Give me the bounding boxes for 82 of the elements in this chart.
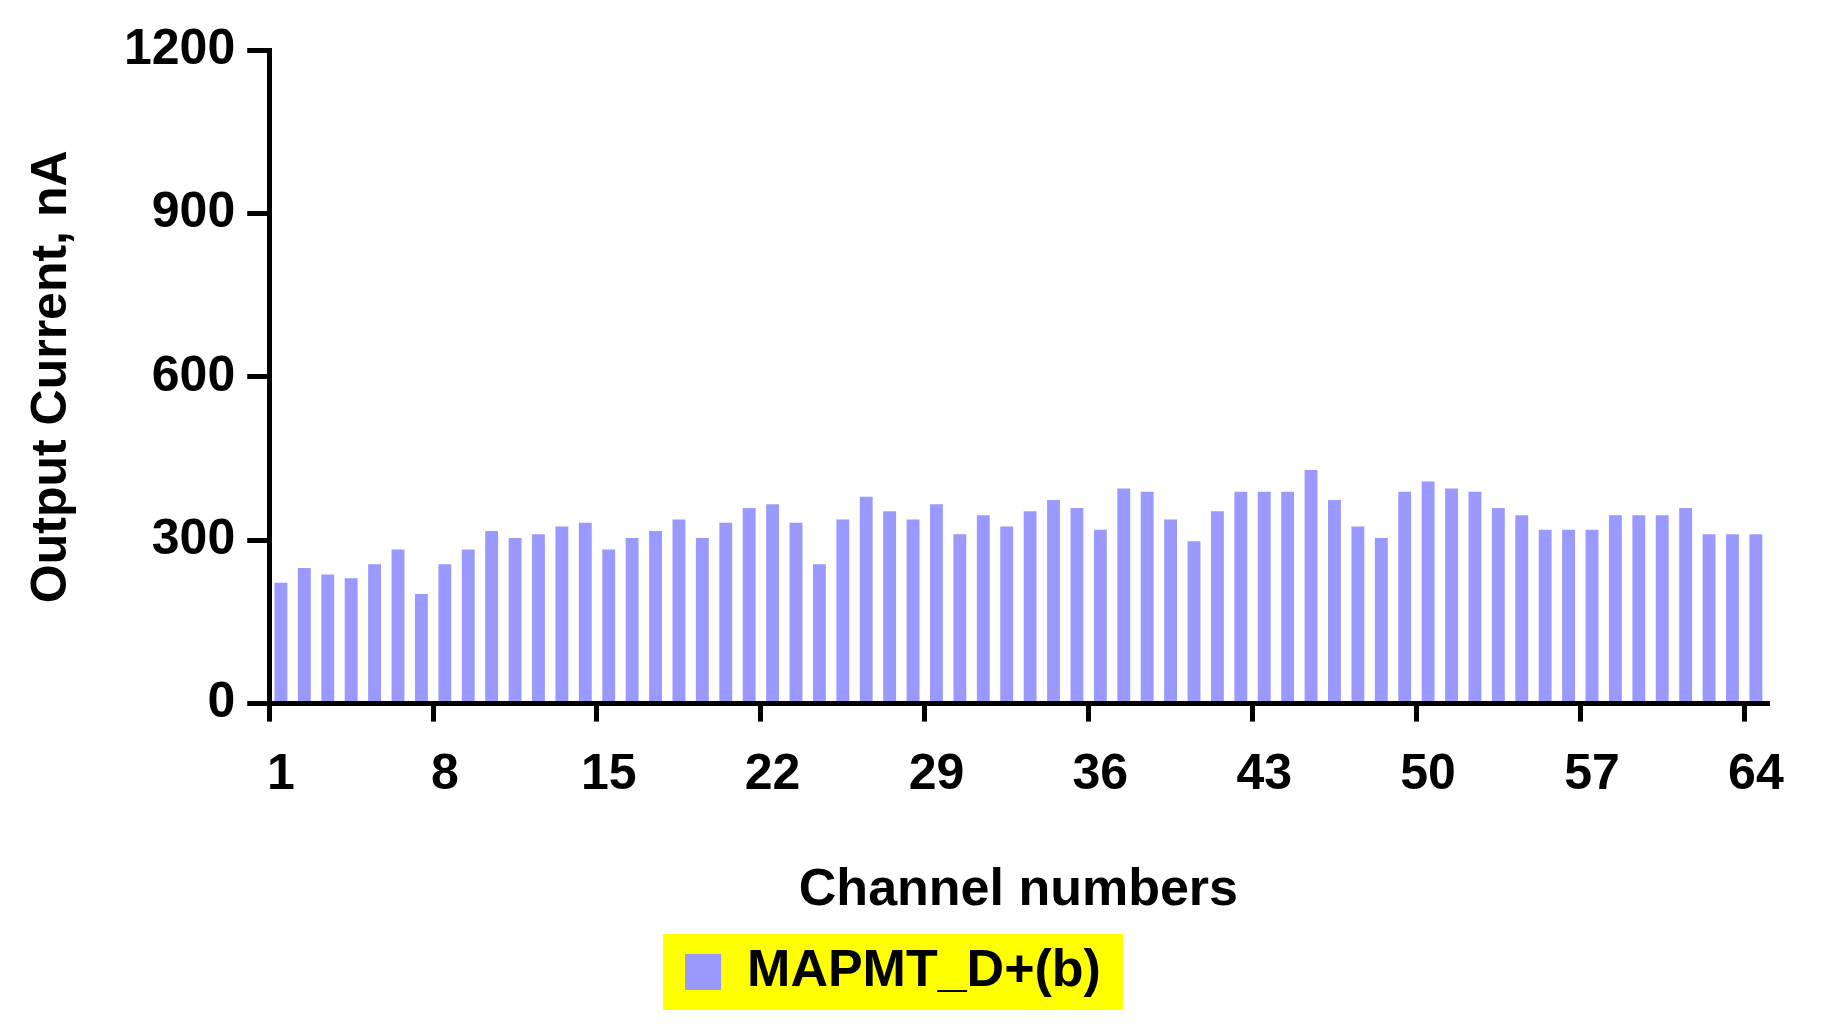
legend-label: MAPMT_D+(b): [747, 939, 1101, 998]
y-tick-label: 300: [151, 508, 236, 565]
bar: [789, 522, 803, 702]
y-tick-label: 600: [151, 345, 236, 402]
bar: [1632, 515, 1646, 702]
bar: [414, 594, 428, 702]
bar: [930, 504, 943, 702]
bar: [883, 511, 897, 702]
bar: [297, 567, 311, 702]
bar: [906, 519, 920, 702]
x-tick-label: 29: [908, 744, 965, 801]
bar: [1164, 519, 1178, 702]
bar: [1515, 515, 1529, 702]
bar: [1374, 538, 1388, 702]
bar: [1585, 529, 1599, 702]
bar: [391, 549, 405, 702]
bar: [1234, 491, 1248, 702]
bar: [976, 515, 990, 702]
bar: [695, 538, 709, 702]
bar: [1257, 491, 1271, 702]
bar: [1281, 491, 1295, 702]
bar: [625, 538, 639, 702]
bar: [1538, 529, 1552, 702]
x-tick-label: 50: [1400, 744, 1456, 801]
bar: [766, 504, 780, 702]
bar: [1351, 526, 1365, 702]
bar: [485, 530, 499, 702]
bar: [1655, 515, 1669, 702]
bar: [461, 549, 475, 702]
x-tick-label: 64: [1728, 744, 1784, 801]
bar: [438, 564, 452, 702]
x-tick-label: 22: [744, 744, 801, 801]
bar: [1608, 515, 1622, 702]
bar: [1749, 534, 1763, 702]
bar: [508, 538, 522, 702]
bar: [1000, 526, 1014, 702]
bar: [1047, 499, 1060, 702]
x-tick-label: 15: [580, 744, 637, 801]
bar: [1023, 511, 1037, 702]
x-tick-label: 1: [267, 744, 295, 801]
bar: [953, 534, 967, 702]
y-tick-label: 0: [207, 672, 236, 729]
bar: [1398, 491, 1412, 702]
bar: [836, 519, 850, 702]
bar: [1468, 491, 1482, 702]
bar: [1210, 511, 1224, 702]
x-tick-label: 57: [1564, 744, 1620, 801]
bar: [649, 530, 662, 702]
x-tick-label: 8: [430, 744, 459, 801]
y-axis-title: Output Current, nA: [20, 150, 77, 604]
bar: [578, 522, 592, 702]
bar: [1726, 534, 1739, 702]
bar: [1562, 529, 1576, 702]
bar: [1445, 488, 1458, 702]
bar: [1702, 534, 1716, 702]
bar: [1491, 508, 1505, 702]
bar: [1187, 541, 1201, 702]
bar: [1421, 481, 1435, 702]
x-tick-label: 43: [1236, 744, 1293, 801]
y-tick-label: 1200: [124, 18, 236, 75]
bar: [812, 564, 826, 702]
bar: [742, 508, 756, 702]
y-tick-label: 900: [151, 182, 236, 239]
bar: [1328, 499, 1341, 702]
bar: [1304, 469, 1318, 702]
bar: [321, 574, 335, 702]
bar: [344, 578, 358, 702]
bar: [859, 496, 873, 702]
x-tick-label: 36: [1072, 744, 1129, 801]
bar: [1093, 529, 1107, 702]
bar: [1679, 508, 1693, 702]
bar: [1140, 491, 1154, 702]
bar: [555, 526, 569, 702]
bar: [672, 519, 686, 702]
bar: [532, 534, 545, 702]
bar: [719, 522, 733, 702]
bar: [1117, 488, 1131, 702]
bar: [602, 549, 616, 702]
bar: [274, 582, 288, 702]
x-axis-title: Channel numbers: [798, 858, 1238, 917]
bar: [368, 564, 382, 702]
bar: [1070, 508, 1084, 702]
